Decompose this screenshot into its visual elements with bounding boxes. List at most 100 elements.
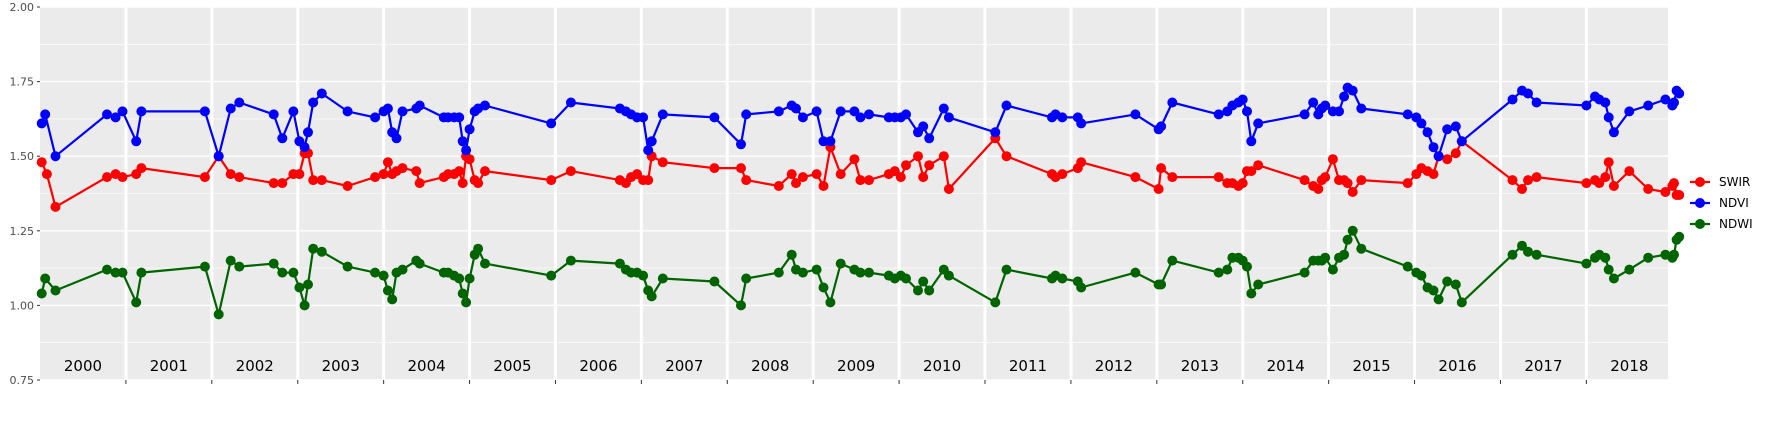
data-point-ndwi	[924, 285, 935, 296]
data-point-ndwi	[50, 285, 61, 296]
year-label: 2013	[1181, 357, 1219, 375]
data-point-ndvi	[225, 103, 236, 114]
data-point-ndvi	[1339, 91, 1350, 102]
data-point-ndwi	[1531, 249, 1542, 260]
data-point-swir	[643, 175, 654, 186]
data-point-ndvi	[1531, 97, 1542, 108]
data-point-ndwi	[1674, 231, 1685, 242]
data-point-swir	[473, 178, 484, 189]
data-point-swir	[411, 166, 422, 177]
data-point-ndvi	[818, 136, 829, 147]
data-point-ndwi	[1428, 285, 1439, 296]
data-point-swir	[225, 169, 236, 180]
data-point-ndwi	[1057, 273, 1068, 284]
data-point-ndvi	[382, 103, 393, 114]
data-point-ndwi	[299, 300, 310, 311]
year-label: 2002	[236, 357, 274, 375]
data-point-ndvi	[791, 103, 801, 114]
data-point-swir	[849, 154, 860, 165]
data-point-swir	[1356, 175, 1367, 186]
data-point-ndvi	[709, 112, 720, 123]
data-point-ndwi	[268, 258, 279, 269]
data-point-ndvi	[1523, 88, 1533, 99]
data-point-ndwi	[308, 243, 319, 254]
data-point-swir	[1660, 187, 1671, 197]
data-point-ndvi	[773, 106, 784, 117]
data-point-ndvi	[36, 118, 47, 129]
data-point-ndwi	[943, 270, 954, 281]
data-point-ndwi	[1433, 294, 1444, 305]
year-label: 2017	[1524, 357, 1562, 375]
data-point-ndwi	[818, 282, 829, 293]
data-point-ndwi	[473, 243, 484, 254]
data-point-ndvi	[1130, 109, 1141, 120]
data-point-ndvi	[1660, 94, 1671, 105]
data-point-swir	[864, 175, 874, 186]
data-point-swir	[895, 172, 906, 183]
data-point-ndwi	[1156, 279, 1167, 290]
data-point-ndvi	[199, 106, 210, 117]
data-point-swir	[1213, 172, 1224, 183]
data-point-swir	[1153, 184, 1164, 194]
data-point-ndwi	[397, 264, 408, 275]
data-point-ndvi	[1422, 127, 1433, 138]
data-point-swir	[918, 172, 929, 183]
data-point-ndvi	[1669, 97, 1679, 108]
data-point-swir	[1001, 151, 1012, 162]
data-point-swir	[1347, 187, 1358, 197]
data-point-ndwi	[457, 288, 468, 299]
data-point-ndvi	[234, 97, 245, 108]
data-point-ndwi	[638, 270, 649, 281]
data-point-ndwi	[1581, 258, 1592, 269]
data-point-ndwi	[117, 267, 128, 278]
data-point-ndwi	[102, 264, 112, 275]
data-point-swir	[943, 184, 954, 194]
data-point-ndvi	[938, 103, 949, 114]
y-tick-label: 1.50	[10, 150, 35, 163]
data-point-swir	[1246, 166, 1257, 177]
legend-label-ndvi: NDVI	[1719, 196, 1749, 210]
data-point-ndvi	[1456, 136, 1467, 147]
data-point-ndvi	[901, 109, 911, 120]
data-point-ndwi	[40, 273, 51, 284]
data-point-ndwi	[199, 261, 210, 272]
data-point-swir	[382, 157, 393, 168]
data-point-ndvi	[414, 100, 425, 111]
data-point-swir	[791, 178, 801, 189]
year-label: 2001	[150, 357, 188, 375]
year-labels: 2000 2001 2002 2003 2004 2005 2006 2007 2008 2009…	[64, 357, 1649, 375]
data-point-swir	[924, 160, 935, 171]
data-point-swir	[308, 175, 319, 186]
data-point-swir	[378, 169, 389, 180]
data-point-ndvi	[1076, 118, 1087, 129]
legend-key-point-ndwi	[1695, 219, 1705, 229]
data-point-ndvi	[1253, 118, 1264, 129]
data-point-ndvi	[825, 136, 836, 147]
data-point-swir	[565, 166, 576, 177]
data-point-ndvi	[657, 109, 668, 120]
data-point-ndvi	[1246, 136, 1257, 147]
data-point-ndwi	[234, 261, 245, 272]
data-point-ndvi	[370, 112, 381, 123]
data-point-ndwi	[36, 288, 47, 299]
data-point-ndwi	[370, 267, 381, 278]
data-point-swir	[1313, 184, 1324, 194]
data-point-ndvi	[303, 127, 313, 138]
data-point-ndvi	[480, 100, 490, 111]
data-point-ndwi	[741, 273, 752, 284]
data-point-ndwi	[546, 270, 557, 281]
data-point-ndwi	[646, 291, 657, 302]
data-point-ndvi	[457, 136, 468, 147]
data-point-swir	[268, 178, 279, 189]
data-point-ndvi	[1608, 127, 1619, 138]
year-label: 2010	[923, 357, 961, 375]
data-point-swir	[277, 178, 288, 189]
data-point-swir	[1167, 172, 1178, 183]
data-point-swir	[1327, 154, 1338, 165]
data-point-swir	[546, 175, 557, 186]
data-point-ndvi	[565, 97, 576, 108]
data-point-ndvi	[646, 136, 657, 147]
data-point-swir	[370, 172, 381, 183]
data-point-ndwi	[1167, 255, 1178, 266]
data-point-swir	[199, 172, 210, 183]
